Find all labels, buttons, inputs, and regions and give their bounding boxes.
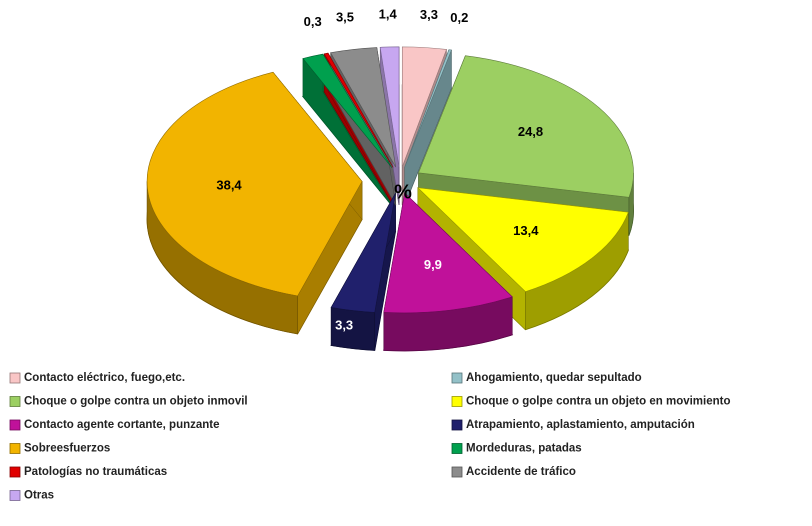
legend-label: Accidente de tráfico: [466, 466, 576, 478]
data-label: 24,8: [518, 124, 543, 139]
legend-swatch: [9, 419, 21, 431]
data-label: 3,3: [335, 317, 353, 332]
legend-swatch: [451, 396, 463, 407]
slice: [379, 46, 400, 167]
legend-swatch: [451, 372, 463, 384]
data-label: 38,4: [216, 177, 242, 192]
legend-label: Contacto agente cortante, punzante: [24, 419, 220, 431]
data-label: 13,4: [513, 223, 539, 238]
legend-swatch: [9, 372, 21, 384]
data-label: 0,3: [304, 14, 322, 29]
legend-swatch: [451, 419, 463, 431]
data-label: 3,5: [336, 9, 354, 24]
legend-label: Otras: [24, 490, 54, 502]
slice: [146, 71, 363, 297]
legend-label: Mordeduras, patadas: [466, 443, 582, 455]
legend-label: Sobreesfuerzos: [24, 443, 110, 455]
slice: [383, 192, 513, 314]
data-label: 3,3: [420, 7, 438, 22]
slice: [323, 52, 394, 168]
data-label: 0,2: [450, 10, 468, 25]
legend-swatch: [9, 396, 21, 407]
legend-label: Patologías no traumáticas: [24, 466, 167, 478]
center-label: %: [394, 181, 412, 203]
slice: [401, 46, 447, 167]
legend-label: Contacto eléctrico, fuego,etc.: [24, 372, 185, 384]
slice: [404, 49, 452, 168]
legend-swatch: [451, 443, 463, 454]
legend-swatch: [9, 490, 21, 501]
legend-swatch: [9, 466, 21, 478]
data-label: 1,6: [288, 17, 306, 32]
slice: [416, 187, 629, 292]
slice: [418, 55, 634, 198]
slice: [330, 192, 396, 313]
legend-label: Choque o golpe contra un objeto en movim…: [466, 396, 731, 408]
legend-label: Choque o golpe contra un objeto inmovil: [24, 396, 248, 408]
legend-label: Ahogamiento, quedar sepultado: [466, 372, 642, 384]
legend-label: Atrapamiento, aplastamiento, amputación: [466, 419, 695, 431]
data-label: 1,4: [379, 6, 398, 21]
legend-swatch: [9, 443, 21, 454]
data-label: 9,9: [424, 257, 442, 272]
slice: [330, 47, 396, 168]
slice: [302, 53, 393, 168]
legend-swatch: [451, 466, 463, 478]
